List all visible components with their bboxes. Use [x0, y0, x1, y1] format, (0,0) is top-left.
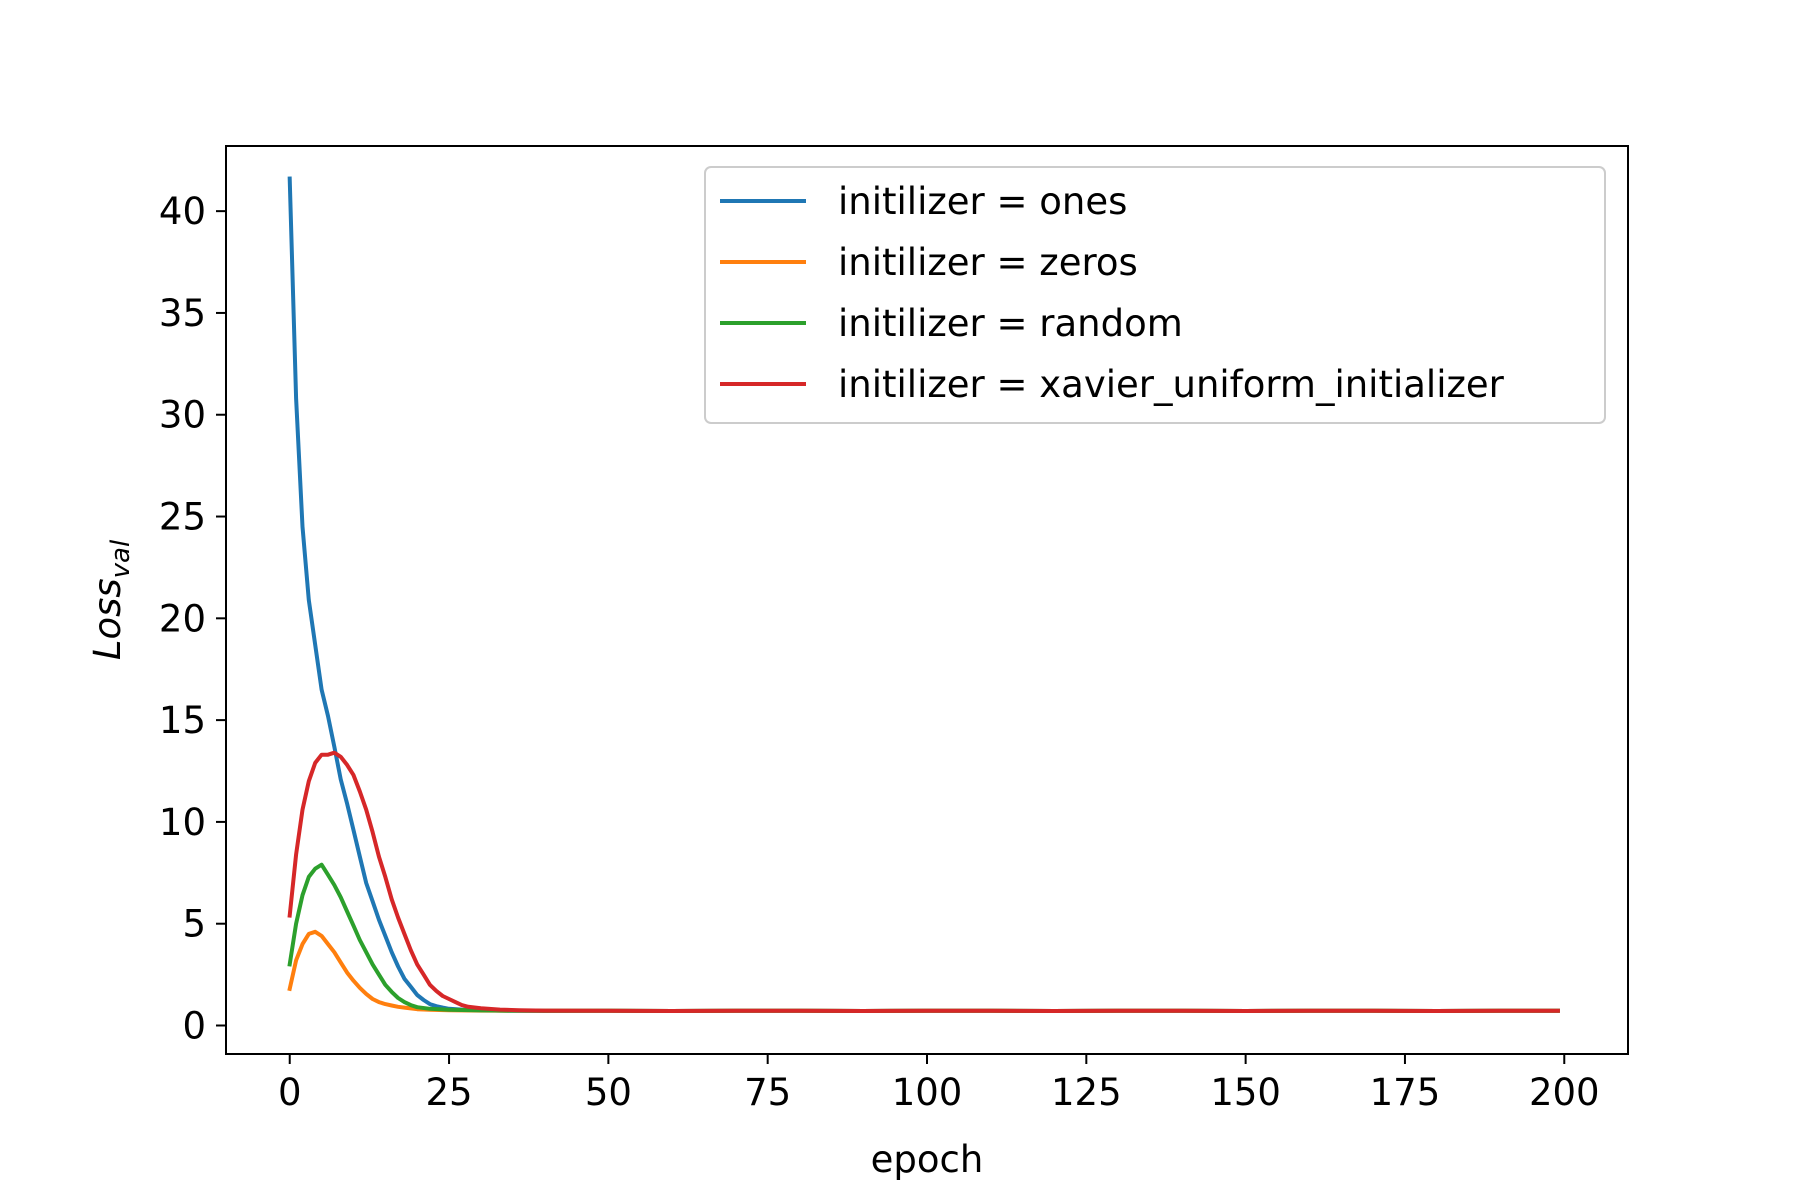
x-tick-label: 50 [585, 1071, 632, 1114]
x-axis: 0 25 50 75 100 125 150 175 200 [278, 1054, 1600, 1114]
legend-label-2: initilizer = zeros [838, 241, 1138, 284]
y-tick-label: 15 [159, 699, 206, 742]
legend-label-3: initilizer = random [838, 302, 1183, 345]
y-axis-label: Lossval [86, 539, 136, 660]
plot-area [287, 176, 1560, 1013]
y-axis-label-subscript: val [106, 539, 136, 578]
legend-box [704, 166, 1606, 424]
y-tick-label: 30 [159, 394, 206, 437]
x-tick-label: 75 [744, 1071, 791, 1114]
x-tick-label: 150 [1210, 1071, 1281, 1114]
x-tick-label: 100 [892, 1071, 963, 1114]
y-tick-label: 0 [182, 1004, 206, 1047]
y-tick-label: 20 [159, 597, 206, 640]
axes-frame [225, 145, 1629, 1055]
x-tick-label: 175 [1370, 1071, 1441, 1114]
series-line-4 [287, 750, 1560, 1013]
x-axis-label: epoch [871, 1138, 984, 1181]
x-tick-label: 25 [425, 1071, 472, 1114]
x-tick-label: 200 [1529, 1071, 1600, 1114]
y-tick-label: 10 [159, 801, 206, 844]
x-tick-label: 0 [278, 1071, 302, 1114]
x-tick-label: 125 [1051, 1071, 1122, 1114]
legend-label-4: initilizer = xavier_uniform_initializer [838, 363, 1505, 406]
y-tick-label: 25 [159, 496, 206, 539]
y-tick-label: 5 [182, 903, 206, 946]
y-axis-label-main: Loss [86, 578, 129, 660]
y-axis: 0 5 10 15 20 25 30 35 40 [159, 190, 226, 1047]
legend-label-1: initilizer = ones [838, 180, 1127, 223]
y-tick-label: 35 [159, 292, 206, 335]
legend: initilizer = ones initilizer = zeros initi… [704, 166, 1606, 424]
y-tick-label: 40 [159, 190, 206, 233]
